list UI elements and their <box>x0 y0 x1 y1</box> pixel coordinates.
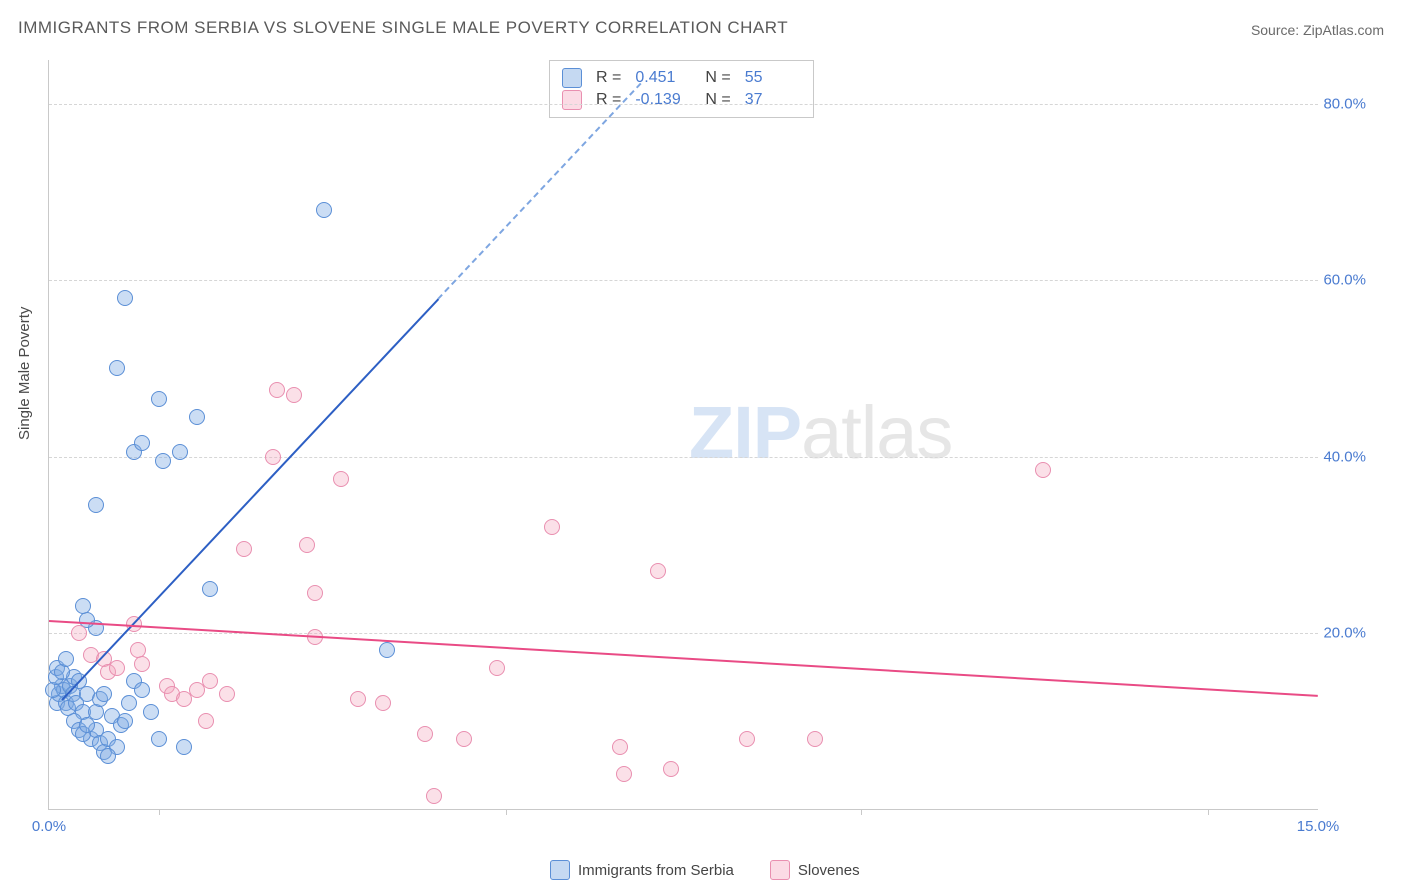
y-tick-label: 40.0% <box>1323 448 1366 465</box>
n-value-serbia: 55 <box>745 69 801 87</box>
source-prefix: Source: <box>1251 22 1303 38</box>
data-point <box>663 761 679 777</box>
data-point <box>134 682 150 698</box>
data-point <box>117 290 133 306</box>
data-point <box>75 598 91 614</box>
source-attribution: Source: ZipAtlas.com <box>1251 22 1384 38</box>
y-tick-label: 60.0% <box>1323 272 1366 289</box>
watermark-atlas: atlas <box>801 391 952 474</box>
data-point <box>333 471 349 487</box>
legend-item-serbia: Immigrants from Serbia <box>550 860 734 880</box>
correlation-legend: R = 0.451 N = 55 R = -0.139 N = 37 <box>549 60 814 118</box>
trend-line <box>437 82 641 299</box>
data-point <box>88 497 104 513</box>
trend-line <box>49 620 1318 697</box>
gridline-h <box>49 104 1318 105</box>
data-point <box>143 704 159 720</box>
data-point <box>236 541 252 557</box>
data-point <box>202 581 218 597</box>
data-point <box>426 788 442 804</box>
data-point <box>489 660 505 676</box>
data-point <box>109 660 125 676</box>
gridline-h <box>49 280 1318 281</box>
x-tick-mark <box>1208 809 1209 815</box>
data-point <box>456 731 472 747</box>
legend-label-slovenes: Slovenes <box>798 862 860 879</box>
data-point <box>100 748 116 764</box>
y-tick-label: 80.0% <box>1323 96 1366 113</box>
swatch-pink <box>562 90 582 110</box>
data-point <box>417 726 433 742</box>
data-point <box>265 449 281 465</box>
n-value-slovenes: 37 <box>745 91 801 109</box>
data-point <box>375 695 391 711</box>
swatch-blue <box>550 860 570 880</box>
data-point <box>134 435 150 451</box>
data-point <box>71 625 87 641</box>
data-point <box>58 651 74 667</box>
y-axis-label: Single Male Poverty <box>16 307 33 440</box>
x-tick-label: 15.0% <box>1297 818 1340 835</box>
x-tick-mark <box>159 809 160 815</box>
data-point <box>286 387 302 403</box>
data-point <box>172 444 188 460</box>
data-point <box>739 731 755 747</box>
data-point <box>269 382 285 398</box>
legend-row-serbia: R = 0.451 N = 55 <box>562 67 801 89</box>
data-point <box>117 713 133 729</box>
data-point <box>151 391 167 407</box>
data-point <box>121 695 137 711</box>
r-label: R = <box>596 69 621 87</box>
data-point <box>612 739 628 755</box>
data-point <box>807 731 823 747</box>
data-point <box>109 360 125 376</box>
swatch-blue <box>562 68 582 88</box>
source-value: ZipAtlas.com <box>1303 22 1384 38</box>
x-tick-mark <box>506 809 507 815</box>
data-point <box>350 691 366 707</box>
r-value-serbia: 0.451 <box>635 69 691 87</box>
data-point <box>219 686 235 702</box>
data-point <box>316 202 332 218</box>
data-point <box>307 585 323 601</box>
data-point <box>134 656 150 672</box>
data-point <box>616 766 632 782</box>
data-point <box>379 642 395 658</box>
legend-row-slovenes: R = -0.139 N = 37 <box>562 89 801 111</box>
chart-title: IMMIGRANTS FROM SERBIA VS SLOVENE SINGLE… <box>18 18 788 38</box>
series-legend: Immigrants from Serbia Slovenes <box>550 860 860 880</box>
data-point <box>151 731 167 747</box>
n-label: N = <box>705 91 730 109</box>
watermark-zip: ZIP <box>689 391 801 474</box>
watermark: ZIPatlas <box>689 390 952 475</box>
n-label: N = <box>705 69 730 87</box>
data-point <box>650 563 666 579</box>
legend-label-serbia: Immigrants from Serbia <box>578 862 734 879</box>
data-point <box>176 739 192 755</box>
data-point <box>1035 462 1051 478</box>
r-value-slovenes: -0.139 <box>635 91 691 109</box>
x-tick-mark <box>861 809 862 815</box>
data-point <box>96 686 112 702</box>
data-point <box>198 713 214 729</box>
data-point <box>189 409 205 425</box>
scatter-plot-area: ZIPatlas R = 0.451 N = 55 R = -0.139 N =… <box>48 60 1318 810</box>
legend-item-slovenes: Slovenes <box>770 860 860 880</box>
data-point <box>299 537 315 553</box>
data-point <box>202 673 218 689</box>
y-tick-label: 20.0% <box>1323 624 1366 641</box>
data-point <box>155 453 171 469</box>
data-point <box>544 519 560 535</box>
gridline-h <box>49 457 1318 458</box>
x-tick-label: 0.0% <box>32 818 66 835</box>
swatch-pink <box>770 860 790 880</box>
